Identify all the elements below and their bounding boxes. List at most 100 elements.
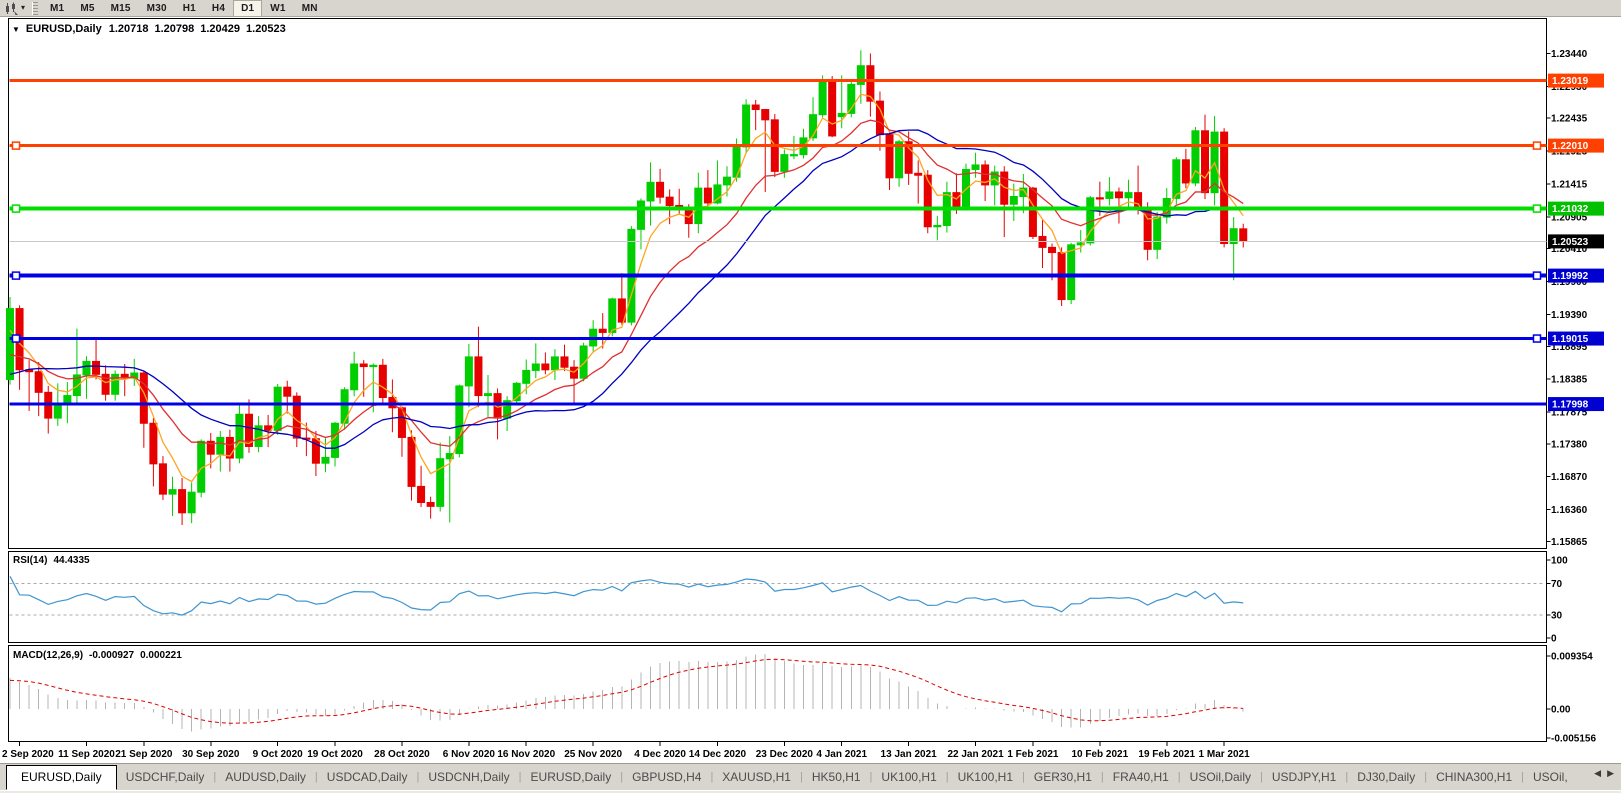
rsi-panel <box>8 551 1547 643</box>
date-axis-label: 1 Feb 2021 <box>1007 749 1059 760</box>
candle-down <box>952 192 961 209</box>
tab-usoil-[interactable]: USOil, <box>1532 770 1568 784</box>
macd-indicator-label: MACD(12,26,9) -0.000927 0.000221 <box>13 650 182 661</box>
candle-down <box>359 363 368 368</box>
tab-ger30-h1[interactable]: GER30,H1 <box>1033 770 1092 784</box>
candle-down <box>761 109 770 121</box>
price-badge-value: 1.19992 <box>1552 271 1589 282</box>
candle-down <box>1239 228 1248 242</box>
price-axis-label: 1.16360 <box>1551 505 1588 516</box>
chart-title: ▼ EURUSD,Daily 1.20718 1.20798 1.20429 1… <box>12 23 286 35</box>
tab-separator: | <box>1022 771 1025 783</box>
line-handle[interactable] <box>1532 334 1542 343</box>
right-arrow-icon[interactable]: ▶ <box>1607 768 1614 778</box>
toolbar-grip[interactable] <box>32 1 39 15</box>
symbol-menu-caret-icon[interactable]: ▼ <box>12 24 20 34</box>
price-axis-label: 1.23440 <box>1551 49 1588 60</box>
candle-up <box>369 364 378 368</box>
price-badge <box>1548 73 1604 88</box>
candle-down <box>914 172 923 176</box>
line-handle[interactable] <box>11 141 21 150</box>
tab-fra40-h1[interactable]: FRA40,H1 <box>1112 770 1169 784</box>
candlestick-chart-icon <box>6 2 18 15</box>
price-axis-label: 1.18895 <box>1551 342 1588 353</box>
candle-up <box>235 413 244 459</box>
tab-xauusd-h1[interactable]: XAUUSD,H1 <box>722 770 791 784</box>
date-axis-label: 4 Dec 2020 <box>634 749 686 760</box>
date-axis-label: 19 Oct 2020 <box>307 749 363 760</box>
left-arrow-icon[interactable]: ◀ <box>1594 768 1602 778</box>
chevron-down-icon: ▾ <box>21 3 26 12</box>
candle-down <box>866 65 875 102</box>
line-handle[interactable] <box>1532 271 1542 280</box>
price-axis-label: 1.22435 <box>1551 114 1588 125</box>
tab-hk50-h1[interactable]: HK50,H1 <box>811 770 861 784</box>
tab-separator: | <box>416 771 420 783</box>
tab-scroll-buttons: ◀ ▶ <box>1590 766 1618 781</box>
moving-average-fast <box>9 93 1244 483</box>
candle-up <box>895 141 904 179</box>
timeframe-button-d1[interactable]: D1 <box>233 0 263 17</box>
line-handle[interactable] <box>11 271 21 280</box>
tab-eurusd-daily[interactable]: EURUSD,Daily <box>6 764 117 790</box>
date-axis-label: 14 Dec 2020 <box>689 749 747 760</box>
candle-down <box>541 363 550 371</box>
tab-usdjpy-h1[interactable]: USDJPY,H1 <box>1271 770 1337 784</box>
date-axis-label: 21 Sep 2020 <box>115 749 173 760</box>
chart-indicator-button[interactable]: ▾ <box>0 1 30 16</box>
line-handle[interactable] <box>1532 204 1542 213</box>
candle-up <box>1191 130 1200 184</box>
moving-average-slow <box>9 129 1244 449</box>
tab-separator: | <box>710 771 714 783</box>
candle-up <box>818 81 827 116</box>
tab-usdcnh-daily[interactable]: USDCNH,Daily <box>428 770 510 784</box>
tab-audusd-daily[interactable]: AUDUSD,Daily <box>225 770 306 784</box>
tab-separator: | <box>620 771 624 783</box>
timeframe-button-m5[interactable]: M5 <box>80 2 95 14</box>
tab-separator: | <box>1345 771 1349 783</box>
tab-usdcad-daily[interactable]: USDCAD,Daily <box>326 770 408 784</box>
timeframe-button-m30[interactable]: M30 <box>146 2 167 14</box>
timeframe-button-m1[interactable]: M1 <box>50 2 65 14</box>
timeframe-button-mn[interactable]: MN <box>301 2 318 14</box>
tab-uk100-h1[interactable]: UK100,H1 <box>957 770 1014 784</box>
date-axis-label: 10 Feb 2021 <box>1071 749 1128 760</box>
candle-down <box>264 425 273 431</box>
tab-uk100-h1[interactable]: UK100,H1 <box>881 770 937 784</box>
candle-down <box>158 463 167 495</box>
candle-down <box>407 436 416 487</box>
candle-down <box>1181 159 1190 184</box>
rsi-axis-label: 100 <box>1551 556 1568 567</box>
tab-dj30-daily[interactable]: DJ30,Daily <box>1357 770 1416 784</box>
line-handle[interactable] <box>11 204 21 213</box>
tab-china300-h1[interactable]: CHINA300,H1 <box>1436 770 1513 784</box>
candle-down <box>292 395 301 439</box>
tab-eurusd-daily[interactable]: EURUSD,Daily <box>530 770 612 784</box>
timeframe-button-h1[interactable]: H1 <box>182 2 196 14</box>
candle-up <box>608 298 617 333</box>
macd-panel <box>8 645 1547 742</box>
timeframe-toolbar: ▾ M1 M5 M15 M30 H1 H4 D1 W1 MN <box>0 0 1621 17</box>
candle-down <box>923 174 932 228</box>
line-handle[interactable] <box>1532 141 1542 150</box>
candle-up <box>455 385 464 455</box>
candle-up <box>464 356 473 387</box>
date-axis-label: 19 Feb 2021 <box>1138 749 1195 760</box>
tab-gbpusd-h4[interactable]: GBPUSD,H4 <box>632 770 702 784</box>
candle-down <box>656 181 665 198</box>
timeframe-button-w1[interactable]: W1 <box>270 2 286 14</box>
price-badge-value: 1.21032 <box>1552 204 1589 215</box>
close-value: 1.20523 <box>246 23 286 35</box>
line-handle[interactable] <box>11 334 21 343</box>
price-panel <box>8 18 1547 549</box>
candle-up <box>168 489 177 495</box>
candle-up <box>1067 244 1076 301</box>
candle-up <box>636 200 645 230</box>
candle-up <box>1172 159 1181 199</box>
candle-up <box>1124 192 1133 199</box>
timeframe-button-m15[interactable]: M15 <box>110 2 131 14</box>
tab-usdchf-daily[interactable]: USDCHF,Daily <box>125 770 205 784</box>
timeframe-button-h4[interactable]: H4 <box>211 2 226 14</box>
tab-usoil-daily[interactable]: USOil,Daily <box>1189 770 1251 784</box>
